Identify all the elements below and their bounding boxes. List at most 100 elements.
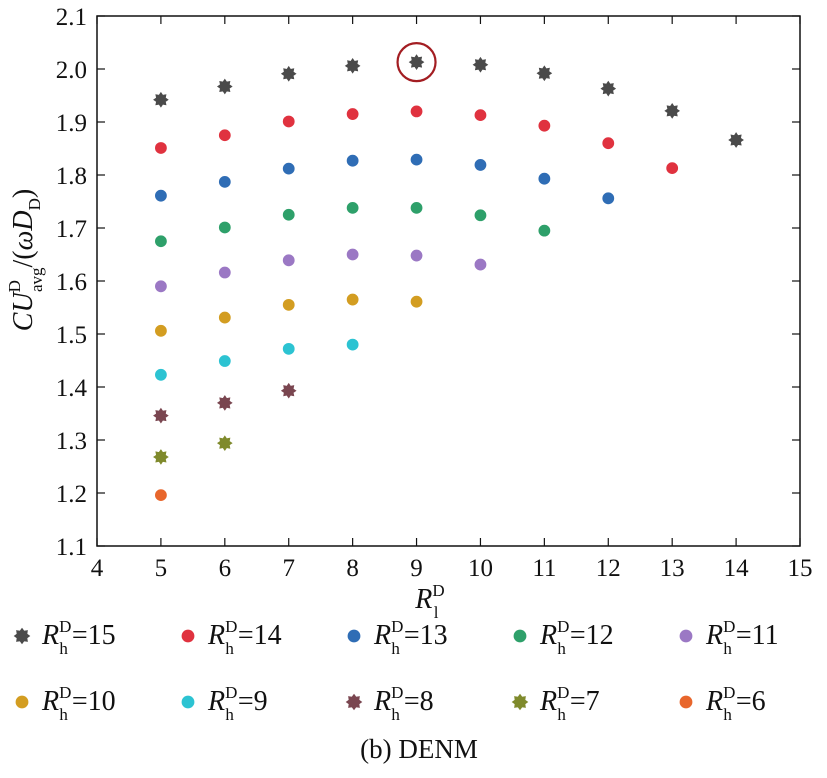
data-point-rh15-rl13: [664, 103, 681, 119]
data-point-rh15-rl8: [344, 57, 361, 74]
legend-label: RD h =14: [207, 617, 282, 658]
legend-label: RD h =11: [705, 617, 779, 658]
data-point-rh14-rl9: [409, 104, 424, 119]
data-point-rh11-rl10: [473, 257, 488, 272]
data-point-rh10-rl7: [281, 297, 296, 312]
data-point-rh15-rl7: [280, 65, 297, 82]
x-tick-label: 14: [724, 555, 750, 582]
legend-marker: [180, 628, 196, 644]
legend-item-rh-8: RD h =8: [345, 683, 434, 724]
data-point-rh11-rl8: [345, 247, 360, 262]
data-point-rh15-rl5: [153, 91, 169, 108]
legend: RD h =15 RD h =14 RD h =13 RD h =12 RD h =11 RD h =10 RD h =…: [13, 617, 779, 724]
data-point-rh15-rl12: [600, 80, 617, 97]
x-axis-label: RD l: [414, 581, 444, 622]
highlight-circle: [396, 42, 437, 83]
y-tick-label: 1.1: [56, 534, 87, 561]
y-tick-label: 1.8: [56, 163, 87, 190]
data-point-rh14-rl12: [601, 136, 616, 151]
data-point-rh13-rl12: [601, 191, 616, 206]
data-point-rh13-rl5: [153, 188, 169, 203]
legend-label: RD h =8: [373, 683, 434, 724]
legend-marker: [346, 628, 362, 644]
data-point-rh15-rl11: [536, 65, 553, 82]
x-tick-label: 11: [532, 555, 556, 582]
plot-area-border: [96, 15, 801, 547]
data-point-rh14-rl13: [665, 161, 680, 176]
series-rh-11: [153, 247, 488, 294]
series-rh-10: [153, 292, 424, 338]
legend-item-rh-13: RD h =13: [346, 617, 448, 658]
x-tick-label: 8: [346, 555, 359, 582]
legend-item-rh-10: RD h =10: [14, 683, 116, 724]
legend-marker: [13, 627, 31, 645]
plot-frame: [96, 15, 801, 547]
data-point-rh13-rl11: [537, 171, 552, 186]
y-tick-label: 1.7: [56, 216, 87, 243]
legend-item-rh-14: RD h =14: [180, 617, 282, 658]
data-point-rh14-rl8: [345, 106, 360, 122]
y-tick-label: 1.6: [56, 269, 87, 296]
legend-marker: [678, 628, 694, 644]
y-tick-label: 2.0: [56, 57, 87, 84]
legend-marker: [678, 694, 694, 710]
legend-item-rh-11: RD h =11: [678, 617, 779, 658]
legend-item-rh-6: RD h =6: [678, 683, 766, 724]
legend-label: RD h =10: [41, 683, 116, 724]
axis-ticks: 4 5 6 7 8 9 10 11 12 13 14 15 1.1 1.2 1.3 1.4 1.5 1.6 1.7 1…: [56, 4, 813, 582]
legend-item-rh-12: RD h =12: [512, 617, 614, 658]
data-point-rh11-rl5: [153, 279, 169, 294]
series-rh-13: [153, 152, 616, 206]
data-point-rh12-rl7: [281, 207, 296, 222]
data-points: [153, 54, 744, 503]
data-point-rh9-rl8: [345, 337, 360, 352]
data-point-rh12-rl5: [153, 234, 169, 249]
data-point-rh10-rl5: [153, 323, 169, 338]
y-axis-label: CUD avg/(ωDD): [5, 189, 46, 331]
y-tick-label: 1.2: [56, 481, 87, 508]
data-point-rh11-rl9: [409, 248, 424, 263]
data-point-rh9-rl5: [153, 367, 169, 382]
data-point-rh15-rl9: [408, 54, 425, 70]
x-tick-label: 6: [219, 555, 232, 582]
data-point-rh12-rl6: [217, 220, 232, 235]
data-point-rh14-rl5: [153, 140, 169, 156]
data-point-rh14-rl7: [281, 114, 296, 129]
data-point-rh14-rl11: [537, 118, 552, 133]
data-point-rh8-rl7: [280, 382, 297, 399]
x-tick-label: 15: [788, 555, 813, 582]
legend-marker: [345, 693, 363, 711]
x-tick-label: 5: [155, 555, 168, 582]
legend-item-rh-7: RD h =7: [511, 683, 600, 724]
legend-label: RD h =7: [539, 683, 600, 724]
series-rh-8: [153, 382, 297, 424]
data-point-rh7-rl5: [153, 449, 169, 465]
data-point-rh8-rl5: [153, 407, 169, 424]
series-rh-6: [153, 488, 169, 503]
data-point-rh14-rl6: [217, 128, 232, 143]
legend-item-rh-9: RD h =9: [180, 683, 268, 724]
series-rh-12: [153, 200, 552, 249]
data-point-rh15-rl10: [472, 56, 489, 73]
data-point-rh6-rl5: [153, 488, 169, 503]
data-point-rh12-rl11: [537, 223, 552, 238]
legend-marker: [14, 694, 30, 710]
data-point-rh11-rl6: [217, 265, 232, 280]
legend-item-rh-15: RD h =15: [13, 617, 116, 658]
legend-label: RD h =6: [705, 683, 766, 724]
x-tick-label: 4: [91, 555, 104, 582]
legend-marker: [511, 693, 529, 711]
series-rh-7: [153, 435, 233, 465]
legend-label: RD h =9: [207, 683, 268, 724]
data-point-rh11-rl7: [281, 253, 296, 268]
data-point-rh13-rl7: [281, 161, 296, 176]
series-rh-14: [153, 104, 680, 176]
x-tick-label: 12: [596, 555, 621, 582]
data-point-rh14-rl10: [473, 108, 488, 123]
legend-marker: [512, 628, 528, 644]
data-point-rh9-rl7: [281, 341, 296, 356]
series-rh-15: [153, 54, 744, 148]
figure-caption: (b) DENM: [360, 734, 478, 764]
legend-marker: [180, 694, 196, 710]
